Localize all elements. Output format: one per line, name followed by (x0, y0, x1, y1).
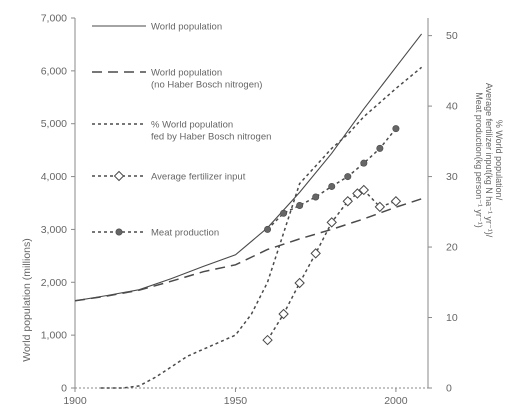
y-axis-right-label-line: Meat production(kg person⁻¹ yr⁻¹) (474, 92, 484, 228)
fertilizer-point (352, 188, 363, 199)
y-right-tick-label: 30 (446, 171, 458, 183)
legend-meat-production: Meat production (92, 228, 219, 239)
line-percent-fed-haber-bosch (100, 66, 423, 389)
meat-point (392, 125, 400, 133)
y-right-tick-label: 40 (446, 101, 458, 113)
fertilizer-point (374, 201, 386, 213)
fertilizer-point (310, 248, 321, 259)
y-right-tick-label: 10 (446, 312, 458, 324)
y-right-tick-label: 50 (446, 30, 458, 42)
y-right-tick-label: 20 (446, 242, 458, 254)
meat-point (312, 193, 320, 201)
axes-layer: 0 1,000 2,000 3,000 4,000 5,000 6,000 7,000 0 10 2… (41, 13, 458, 408)
y-left-tick-label: 3,000 (41, 224, 67, 236)
y-left-tick-label: 5,000 (41, 118, 67, 130)
line-meat-production (266, 128, 397, 230)
y-right-tick-label: 0 (446, 383, 452, 395)
meat-point (280, 209, 288, 217)
y-left-tick-label: 1,000 (41, 330, 67, 342)
meat-point (328, 182, 336, 190)
meat-point (264, 225, 272, 233)
legend-label: % World population (151, 120, 233, 131)
legend-label: fed by Haber Bosch nitrogen (151, 132, 271, 143)
fertilizer-point (294, 277, 305, 289)
series-layer (74, 33, 423, 389)
line-world-population (74, 33, 423, 302)
y-left-tick-label: 2,000 (41, 277, 67, 289)
legend-label: World population (151, 22, 222, 33)
legend-label: (no Haber Bosch nitrogen) (151, 80, 262, 91)
legend-average-fertilizer-input: Average fertilizer input (92, 170, 246, 183)
fertilizer-point (358, 184, 370, 196)
fertilizer-point (342, 196, 353, 207)
legend-world-population-no-haber-bosch: World population(no Haber Bosch nitrogen… (92, 68, 262, 91)
legend-world-population: World population (92, 22, 222, 33)
y-left-tick-label: 4,000 (41, 171, 67, 183)
y-left-tick-label: 7,000 (41, 13, 67, 25)
legend-label: Average fertilizer input (151, 172, 246, 183)
y-left-tick-label: 0 (61, 383, 67, 395)
y-axis-right-label: % World population/Average fertilizer in… (474, 83, 504, 238)
y-axis-left-label: World population (millions) (21, 238, 33, 362)
x-tick-label: 1950 (224, 395, 248, 407)
y-axis-right-label-line: Average fertilizer input(kg N ha⁻¹ yr⁻¹)… (484, 83, 494, 238)
fertilizer-point (390, 196, 402, 207)
line-world-population-no-haber-bosch (74, 198, 422, 302)
fertilizer-point (262, 334, 273, 346)
legend-label: Meat production (151, 228, 219, 239)
fertilizer-point (278, 308, 289, 320)
legend-label: World population (151, 68, 222, 79)
fertilizer-point (326, 217, 337, 228)
meat-point (376, 144, 384, 152)
line-average-fertilizer-input (266, 189, 397, 341)
y-axis-right-label-line: % World population/ (494, 120, 504, 201)
y-left-tick-label: 6,000 (41, 65, 67, 77)
meat-point (296, 201, 304, 209)
x-tick-label: 2000 (384, 395, 408, 407)
legend-diamond-marker (113, 170, 125, 182)
meat-point (360, 159, 368, 167)
x-tick-label: 1900 (63, 395, 87, 407)
legend-circle-marker (115, 228, 123, 236)
meat-point (344, 173, 352, 181)
